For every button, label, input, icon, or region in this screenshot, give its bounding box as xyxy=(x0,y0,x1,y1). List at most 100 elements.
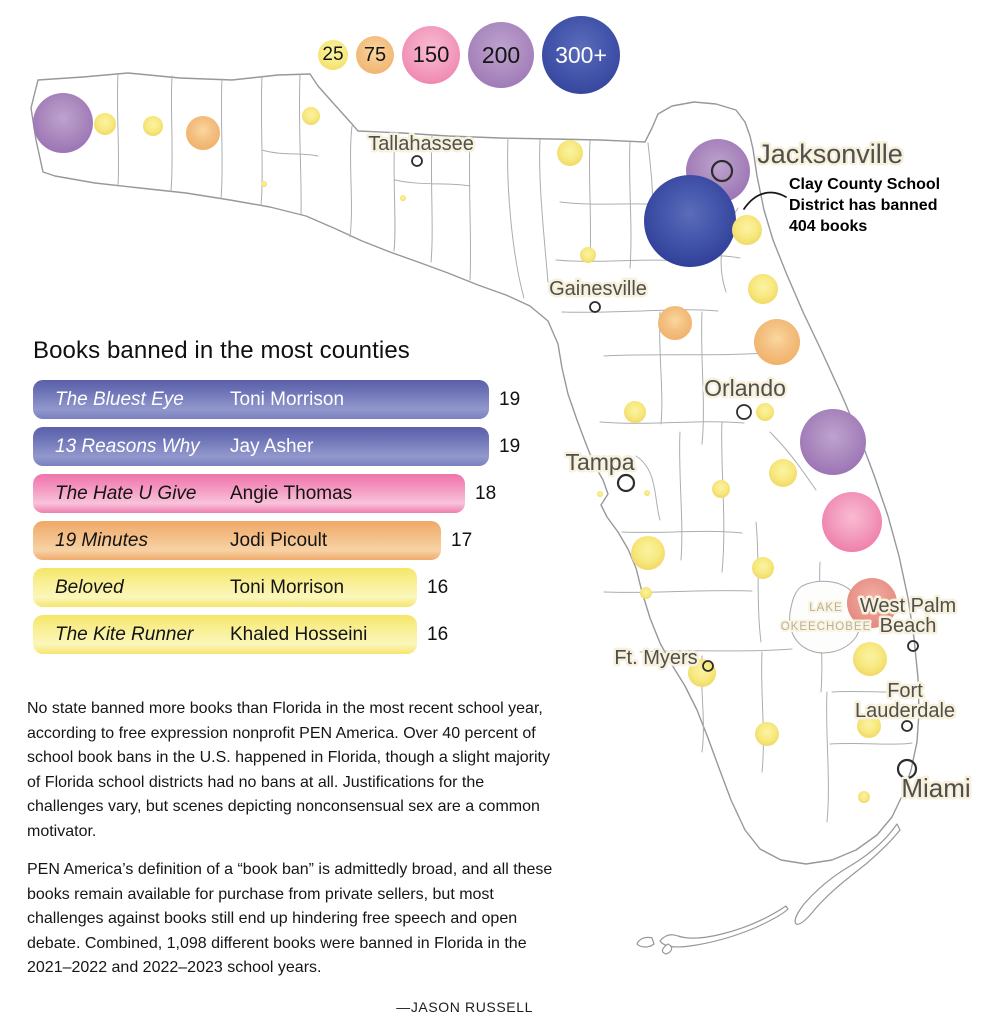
author-label: Toni Morrison xyxy=(230,576,345,598)
county-bubble-yellow xyxy=(756,403,774,421)
bar-row: 13 Reasons Why Jay Asher 19 xyxy=(33,427,593,466)
county-bubble-yellow xyxy=(755,722,779,746)
legend-bubble-75: 75 xyxy=(356,36,394,74)
chart-title: Books banned in the most counties xyxy=(33,337,410,364)
city-marker-gainesville xyxy=(589,301,601,313)
county-bubble-yellow xyxy=(261,181,267,187)
county-bubble-yellow xyxy=(580,247,596,263)
book-title-label: 19 Minutes xyxy=(55,529,148,551)
bar-chart: Books banned in the most counties The Bl… xyxy=(33,337,593,662)
florida-keys xyxy=(636,823,901,955)
city-label-tampa: Tampa xyxy=(565,449,634,475)
county-bubble-yellow xyxy=(624,401,646,423)
lake-label: OKEECHOBEE xyxy=(781,621,872,633)
value-label: 16 xyxy=(427,576,449,598)
author-label: Toni Morrison xyxy=(230,388,345,410)
county-bubble-yellow xyxy=(858,791,870,803)
county-bubble-orange xyxy=(186,116,220,150)
city-label-orlando: Orlando xyxy=(704,375,786,401)
bar-row: The Hate U Give Angie Thomas 18 xyxy=(33,474,593,513)
county-bubble-purple xyxy=(33,93,93,153)
book-title-label: The Kite Runner xyxy=(55,623,194,645)
county-bubble-orange xyxy=(754,319,800,365)
lake-okeechobee xyxy=(789,580,862,654)
county-bubble-yellow xyxy=(732,215,762,245)
city-label-west-palm-beach: Beach xyxy=(880,615,937,637)
city-marker-orlando xyxy=(736,404,752,420)
county-bubble-pink xyxy=(822,492,882,552)
book-title-label: 13 Reasons Why xyxy=(55,435,200,457)
city-marker-fort-lauderdale xyxy=(901,720,913,732)
city-label-ft-myers: Ft. Myers xyxy=(614,647,697,669)
county-bubble-yellow xyxy=(712,480,730,498)
county-bubble-yellow xyxy=(688,659,716,687)
city-label-jacksonville: Jacksonville xyxy=(757,139,903,169)
county-bubble-yellow xyxy=(752,557,774,579)
city-marker-miami xyxy=(896,758,918,780)
county-bubble-yellow xyxy=(644,490,650,496)
county-bubble-yellow xyxy=(597,491,603,497)
legend: 25 75 150 200 300+ xyxy=(318,15,620,95)
county-bubble-yellow xyxy=(640,587,652,599)
city-marker-west-palm-beach xyxy=(907,640,919,652)
city-label-miami: Miami xyxy=(901,773,970,803)
bar: Beloved Toni Morrison xyxy=(33,568,417,607)
legend-bubble-300+: 300+ xyxy=(542,16,620,94)
bar: 13 Reasons Why Jay Asher xyxy=(33,427,489,466)
city-label-tallahassee: Tallahassee xyxy=(368,133,474,155)
value-label: 19 xyxy=(499,435,521,457)
county-bubble-yellow xyxy=(748,274,778,304)
body-text: No state banned more books than Florida … xyxy=(27,697,559,1019)
paragraph-1: No state banned more books than Florida … xyxy=(27,700,550,840)
cities-layer: Tallahassee Jacksonville Gainesville Orland… xyxy=(366,131,973,806)
city-label-fort-lauderdale: Lauderdale xyxy=(855,700,955,722)
city-marker-jacksonville xyxy=(710,159,734,183)
county-bubble-yellow xyxy=(631,536,665,570)
bar-row: Beloved Toni Morrison 16 xyxy=(33,568,593,607)
value-label: 16 xyxy=(427,623,449,645)
lake-label: LAKE xyxy=(809,602,842,614)
paragraph-2: PEN America’s definition of a “book ban”… xyxy=(27,861,553,976)
value-label: 17 xyxy=(451,529,473,551)
legend-bubble-200: 200 xyxy=(468,22,534,88)
book-title-label: Beloved xyxy=(55,576,124,598)
county-bubble-yellow xyxy=(857,714,881,738)
legend-bubble-25: 25 xyxy=(318,40,348,70)
book-title-label: The Hate U Give xyxy=(55,482,197,504)
bar: The Kite Runner Khaled Hosseini xyxy=(33,615,417,654)
county-bubble-yellow xyxy=(769,459,797,487)
city-marker-ft-myers xyxy=(702,660,714,672)
value-label: 19 xyxy=(499,388,521,410)
county-bubble-yellow xyxy=(557,140,583,166)
bar-rows: The Bluest Eye Toni Morrison 19 13 Reasons … xyxy=(33,380,593,654)
legend-bubble-150: 150 xyxy=(402,26,460,84)
county-bubble-yellow xyxy=(143,116,163,136)
annotation-clay-county: Clay County School District has banned 4… xyxy=(789,176,941,235)
city-label-fort-lauderdale: Fort xyxy=(887,680,923,702)
bar: The Hate U Give Angie Thomas xyxy=(33,474,465,513)
bar-row: The Kite Runner Khaled Hosseini 16 xyxy=(33,615,593,654)
county-bubble-purple xyxy=(800,409,866,475)
county-bubble-yellow xyxy=(302,107,320,125)
annotation-leader-line xyxy=(743,191,787,210)
bubbles-layer xyxy=(33,93,897,803)
city-label-west-palm-beach: West Palm xyxy=(860,595,956,617)
attribution: —JASON RUSSELL xyxy=(396,998,533,1015)
county-bubble-orange xyxy=(658,306,692,340)
city-marker-tallahassee xyxy=(411,155,423,167)
county-bubble-salmon xyxy=(847,578,897,628)
author-label: Jodi Picoult xyxy=(230,529,328,551)
city-label-gainesville: Gainesville xyxy=(549,278,647,300)
book-title-label: The Bluest Eye xyxy=(55,388,184,410)
bar: 19 Minutes Jodi Picoult xyxy=(33,521,441,560)
county-bubble-blue xyxy=(644,175,736,267)
county-bubble-yellow xyxy=(853,642,887,676)
county-bubble-yellow xyxy=(94,113,116,135)
author-label: Khaled Hosseini xyxy=(230,623,368,645)
county-bubble-yellow xyxy=(400,195,406,201)
author-label: Jay Asher xyxy=(230,435,314,457)
bar-row: 19 Minutes Jodi Picoult 17 xyxy=(33,521,593,560)
bar: The Bluest Eye Toni Morrison xyxy=(33,380,489,419)
